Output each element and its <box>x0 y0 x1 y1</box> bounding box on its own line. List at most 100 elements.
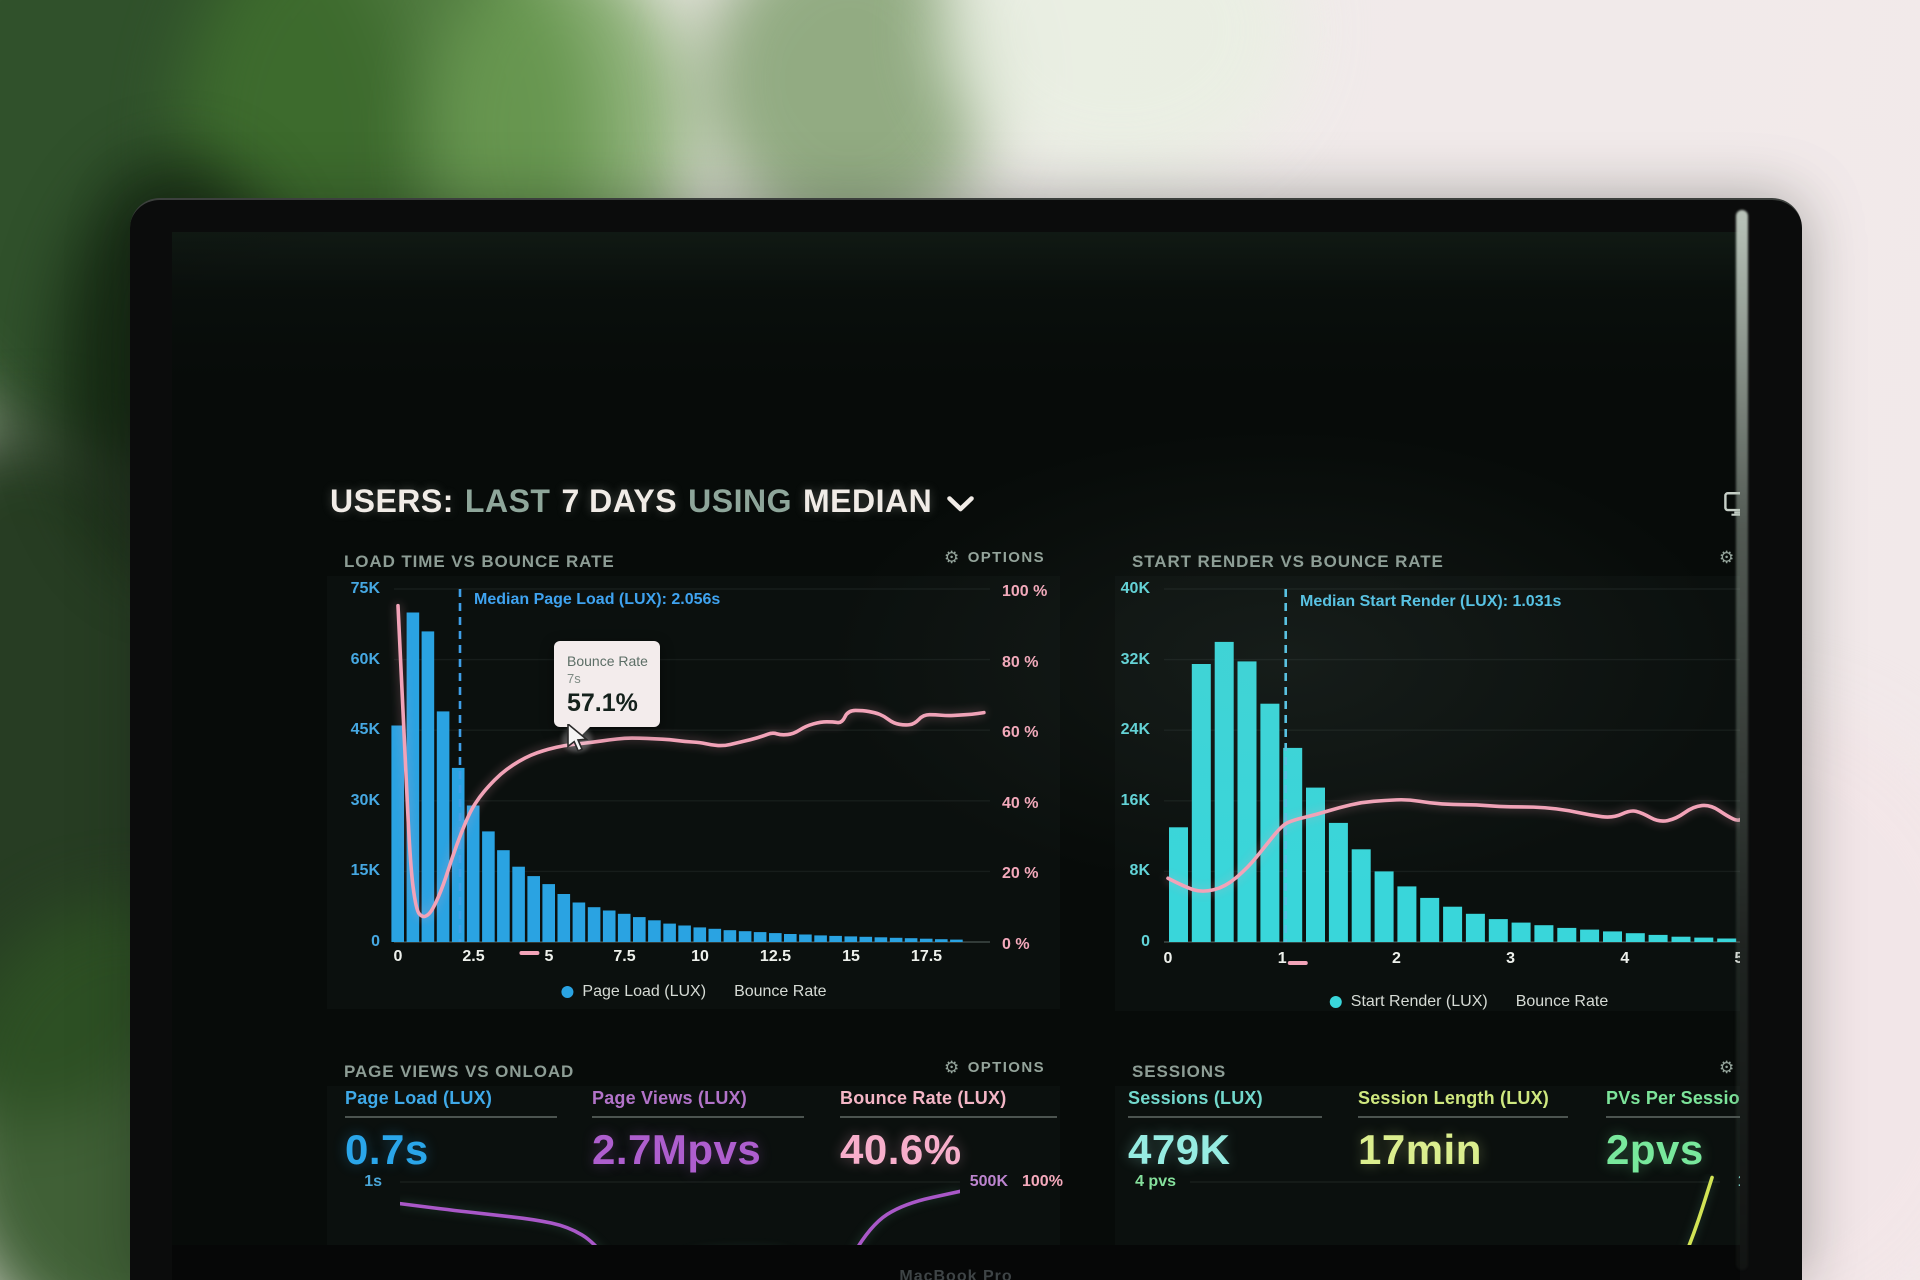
title-segment: USERS: <box>330 482 454 519</box>
metric-block: Page Load (LUX) 0.7s <box>345 1088 557 1174</box>
panel-title: LOAD TIME VS BOUNCE RATE <box>344 552 615 571</box>
metric-value: 479K <box>1128 1126 1231 1173</box>
gear-icon: ⚙ <box>1719 1058 1736 1077</box>
gear-icon: ⚙ <box>944 548 961 567</box>
x-axis-tick: 17.5 <box>910 948 943 965</box>
x-axis-tick: 2 <box>1391 950 1401 967</box>
legend-label: Page Load (LUX) <box>582 983 707 1000</box>
metric-value: 2.7Mpvs <box>592 1126 762 1173</box>
legend-label: Bounce Rate <box>734 983 827 1000</box>
median-line-label: Median Page Load (LUX): 2.056s <box>474 591 721 608</box>
metric-underline <box>1606 1116 1740 1118</box>
y-axis-label: 30K <box>350 791 380 809</box>
metric-label: Page Load (LUX) <box>345 1088 493 1108</box>
metric-block: Sessions (LUX) 479K <box>1128 1088 1322 1174</box>
chevron-down-icon[interactable] <box>947 496 974 512</box>
options-button[interactable]: ⚙ OPTIONS <box>938 548 1051 567</box>
y-axis-label: 100K <box>1706 1173 1740 1191</box>
tooltip-series: Bounce Rate <box>567 653 648 669</box>
y-axis-label: 16K <box>1120 791 1150 809</box>
y-axis-label: 75K <box>350 580 380 597</box>
y-axis-label: 8K <box>1129 862 1150 880</box>
metric-label: Sessions (LUX) <box>1128 1088 1263 1108</box>
y-axis-label: 45K <box>350 721 380 739</box>
y-axis-label: 32K <box>1120 650 1150 668</box>
chart-legend: Page Load (LUX) Bounce Rate <box>519 951 827 1001</box>
y-axis-label: 20 % <box>1002 865 1039 883</box>
laptop-edge-highlight <box>1736 210 1748 1270</box>
metric-underline <box>592 1116 804 1118</box>
options-button[interactable]: ⚙ OPTIONS <box>1713 1058 1740 1077</box>
laptop-bottom-bezel: MacBook Pro <box>172 1245 1740 1280</box>
device-label: MacBook Pro <box>899 1268 1013 1280</box>
panel-title: PAGE VIEWS VS ONLOAD <box>344 1062 575 1081</box>
metric-label: Session Length (LUX) <box>1358 1088 1550 1108</box>
metric-block: PVs Per Session (LUX) 2pvs <box>1606 1088 1740 1174</box>
gear-icon: ⚙ <box>944 1058 961 1077</box>
legend-dot-swatch <box>561 986 574 998</box>
y-axis-label: 0 <box>1141 933 1150 950</box>
y-axis-label: 40 % <box>1002 794 1039 812</box>
legend-line-swatch <box>1287 961 1308 965</box>
x-axis-tick: 3 <box>1506 950 1516 967</box>
x-axis-tick: 0 <box>1163 950 1173 967</box>
background-highlight <box>940 0 1300 180</box>
panel-sessions: SESSIONS ⚙ OPTIONS <box>1115 1055 1740 1245</box>
legend-item[interactable]: Start Render (LUX) <box>1329 993 1488 1011</box>
median-line-label: Median Start Render (LUX): 1.031s <box>1300 593 1562 610</box>
y-axis-label: 40K <box>1120 580 1150 597</box>
x-axis-tick: 1 <box>1277 950 1287 967</box>
y-axis-label: 0 % <box>1002 936 1030 953</box>
mouse-cursor <box>567 724 589 752</box>
legend-item[interactable]: Bounce Rate <box>1287 961 1609 1011</box>
y-axis-label: 100 % <box>1002 583 1048 600</box>
legend-item[interactable]: Bounce Rate <box>519 951 827 1001</box>
y-axis-label: 60K <box>350 650 380 668</box>
legend-line-swatch <box>519 951 540 955</box>
options-button[interactable]: ⚙ OPTIONS <box>938 1058 1051 1077</box>
laptop: USERS: LAST 7 DAYS USING MEDIAN <box>130 198 1802 1280</box>
options-button[interactable]: ⚙ OPTIONS <box>1713 548 1740 567</box>
panel-title: START RENDER VS BOUNCE RATE <box>1132 552 1444 571</box>
metric-underline <box>840 1116 1057 1118</box>
y-axis-label: 1s <box>364 1173 382 1190</box>
metric-value: 2pvs <box>1606 1126 1704 1173</box>
metric-underline <box>1128 1116 1322 1118</box>
metric-label: Page Views (LUX) <box>592 1088 747 1108</box>
y-axis-label: 80 % <box>1002 653 1039 671</box>
x-axis-tick: 4 <box>1620 950 1630 967</box>
metric-value: 40.6% <box>840 1126 962 1173</box>
y-axis-label: 15K <box>350 862 380 880</box>
y-axis-label: 500K <box>969 1173 1008 1190</box>
x-axis-tick: 0 <box>393 948 403 965</box>
legend-label: Bounce Rate <box>1515 993 1609 1010</box>
metric-block: Bounce Rate (LUX) 40.6% <box>840 1088 1057 1174</box>
x-axis-tick: 15 <box>842 948 860 965</box>
legend-dot-swatch <box>1329 996 1342 1008</box>
metric-block: Page Views (LUX) 2.7Mpvs <box>592 1088 804 1174</box>
x-axis-tick: 10 <box>691 948 709 965</box>
title-segment: MEDIAN <box>802 482 933 519</box>
chart-tooltip: Bounce Rate 7s 57.1% <box>554 641 660 738</box>
laptop-screen: USERS: LAST 7 DAYS USING MEDIAN <box>172 232 1740 1245</box>
metric-label: PVs Per Session (LUX) <box>1606 1088 1740 1108</box>
y-axis-label: 60 % <box>1002 724 1039 742</box>
dashboard-title-dropdown[interactable]: USERS: LAST 7 DAYS USING MEDIAN <box>330 482 974 520</box>
title-segment: 7 DAYS <box>561 482 678 519</box>
legend-item[interactable]: Page Load (LUX) <box>561 983 706 1001</box>
x-axis-tick: 2.5 <box>462 948 485 965</box>
gear-icon: ⚙ <box>1719 548 1736 567</box>
y-axis-label: 0 <box>371 933 380 950</box>
title-segment: USING <box>688 482 792 519</box>
x-axis-tick: 7.5 <box>613 948 636 965</box>
metric-underline <box>1358 1116 1568 1118</box>
metric-label: Bounce Rate (LUX) <box>840 1088 1007 1108</box>
legend-label: Start Render (LUX) <box>1350 993 1488 1010</box>
tooltip-x-value: 7s <box>567 671 581 686</box>
title-segment: LAST <box>464 482 551 519</box>
x-axis-tick: 5 <box>544 948 554 965</box>
y-axis-label: 4 pvs <box>1135 1173 1176 1190</box>
panel-title: SESSIONS <box>1132 1062 1227 1081</box>
y-axis-label: 100% <box>1022 1173 1063 1190</box>
